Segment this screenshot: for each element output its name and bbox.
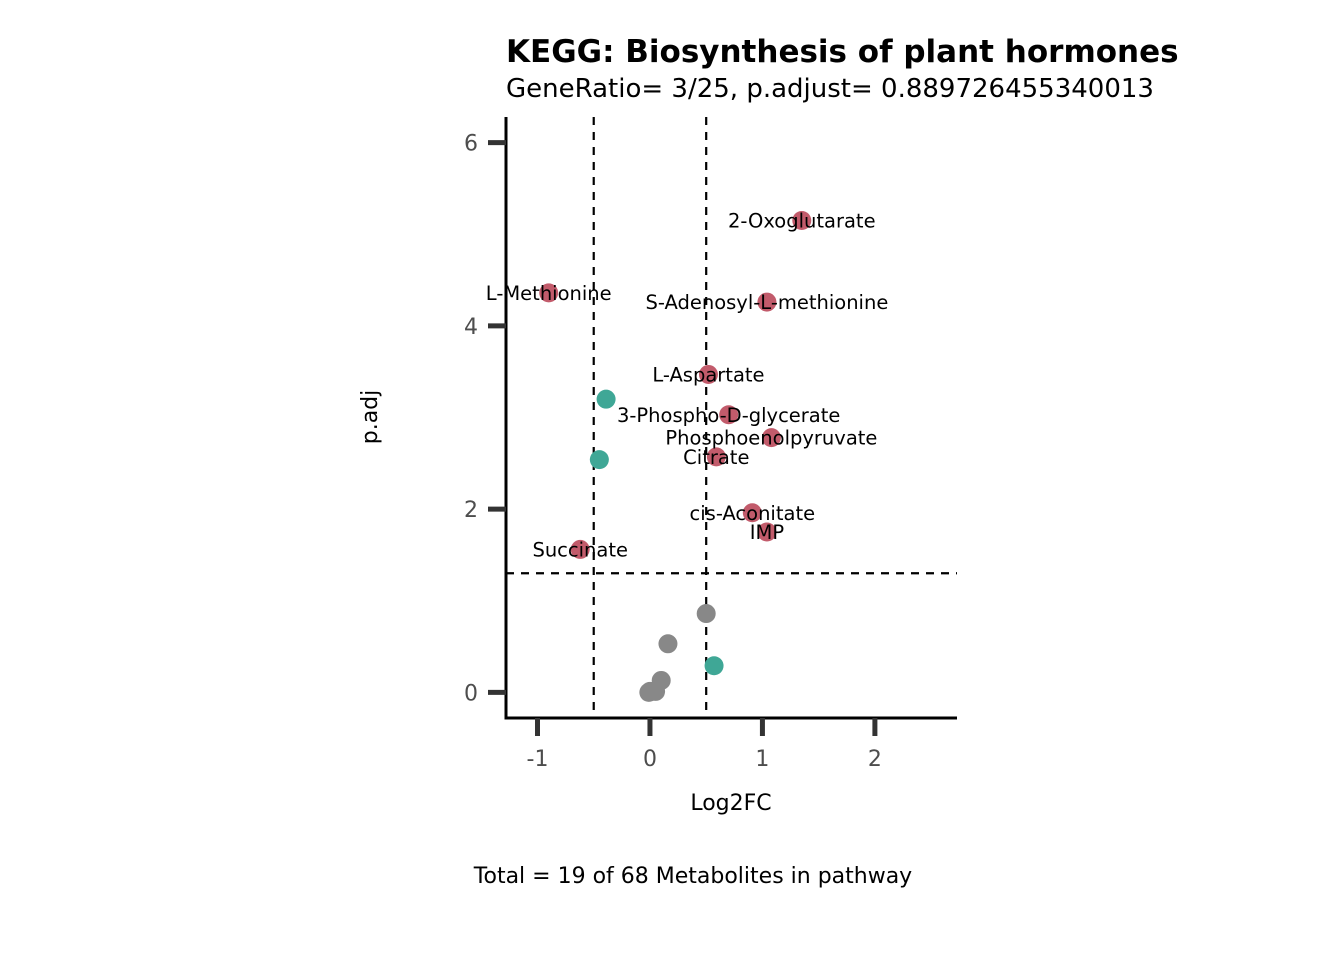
point-label: Phosphoenolpyruvate: [665, 427, 877, 450]
chart-subtitle: GeneRatio= 3/25, p.adjust= 0.88972645534…: [506, 74, 1154, 104]
point-label: IMP: [750, 521, 785, 544]
point-labels: 2-Oxoglutarate S-Adenosyl-L-methionine L-M…: [486, 210, 889, 562]
data-point: [704, 656, 724, 676]
point-label: Succinate: [532, 538, 628, 561]
data-points: [539, 211, 812, 702]
data-point: [596, 389, 616, 409]
data-point: [757, 522, 777, 542]
data-point: [742, 503, 762, 523]
x-tick-label: 2: [868, 747, 882, 772]
data-point: [698, 364, 718, 384]
point-label: 2-Oxoglutarate: [728, 210, 876, 233]
point-label: cis-Aconitate: [690, 502, 816, 525]
y-tick-label: 2: [464, 498, 478, 523]
x-tick-label: 1: [755, 747, 769, 772]
data-point: [719, 405, 739, 425]
x-axis-title: Log2FC: [690, 791, 771, 816]
point-label: L-Methionine: [486, 282, 612, 305]
y-tick-label: 0: [464, 681, 478, 706]
point-label: Citrate: [683, 446, 749, 469]
axes: -1 0 1 2 0 2 4 6: [464, 117, 957, 772]
x-tick-label: 0: [643, 747, 657, 772]
chart-title: KEGG: Biosynthesis of plant hormones: [506, 34, 1179, 70]
point-label: L-Aspartate: [652, 363, 764, 386]
y-tick-label: 6: [464, 132, 478, 157]
y-axis-title: p.adj: [358, 390, 383, 445]
data-point: [639, 682, 659, 702]
point-label: S-Adenosyl-L-methionine: [646, 291, 889, 314]
data-point: [570, 539, 590, 559]
data-point: [706, 447, 726, 467]
y-tick-label: 4: [464, 315, 478, 340]
data-point: [696, 604, 716, 624]
data-point: [589, 450, 609, 470]
point-label: 3-Phospho-D-glycerate: [617, 404, 840, 427]
data-point: [539, 283, 559, 303]
data-point: [761, 428, 781, 448]
data-point: [792, 211, 812, 231]
data-point: [658, 634, 678, 654]
data-point: [757, 292, 777, 312]
x-tick-label: -1: [527, 747, 549, 772]
chart-caption: Total = 19 of 68 Metabolites in pathway: [473, 864, 912, 889]
